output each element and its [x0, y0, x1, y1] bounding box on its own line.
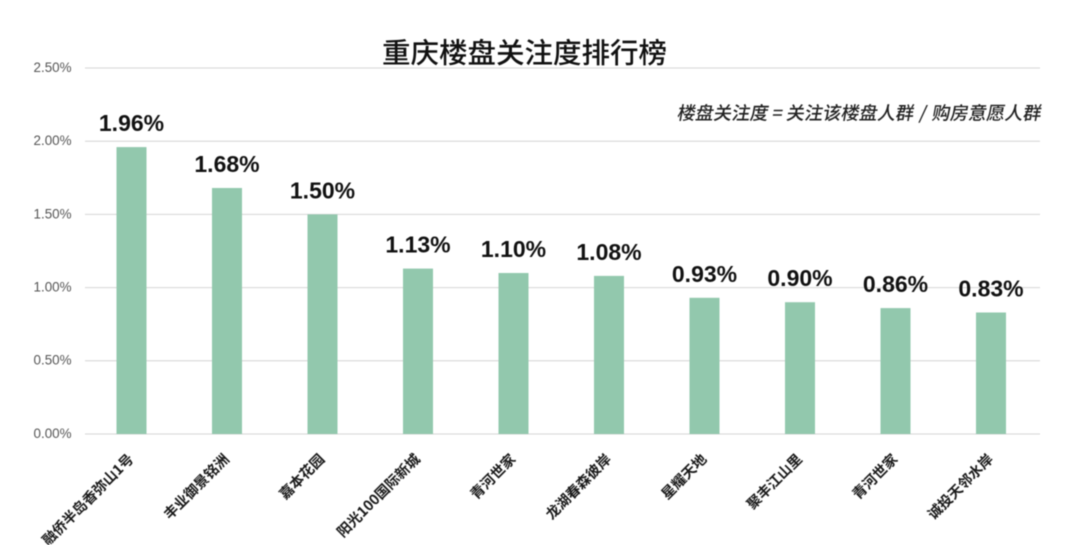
- svg-text:1.96%: 1.96%: [99, 110, 164, 136]
- svg-text:0.50%: 0.50%: [34, 353, 72, 368]
- svg-text:0.90%: 0.90%: [767, 265, 832, 291]
- svg-text:1.10%: 1.10%: [481, 236, 546, 262]
- svg-text:0.00%: 0.00%: [34, 426, 72, 441]
- svg-text:1.68%: 1.68%: [194, 151, 259, 177]
- svg-text:2.50%: 2.50%: [34, 60, 72, 75]
- svg-text:0.93%: 0.93%: [672, 261, 737, 287]
- svg-text:0.86%: 0.86%: [863, 271, 928, 297]
- svg-text:1.00%: 1.00%: [34, 280, 72, 295]
- svg-text:1.50%: 1.50%: [290, 177, 355, 203]
- svg-text:1.50%: 1.50%: [34, 206, 72, 221]
- svg-text:2.00%: 2.00%: [34, 133, 72, 148]
- svg-text:1.13%: 1.13%: [385, 232, 450, 258]
- svg-text:0.83%: 0.83%: [958, 276, 1023, 302]
- svg-text:1.08%: 1.08%: [576, 239, 641, 265]
